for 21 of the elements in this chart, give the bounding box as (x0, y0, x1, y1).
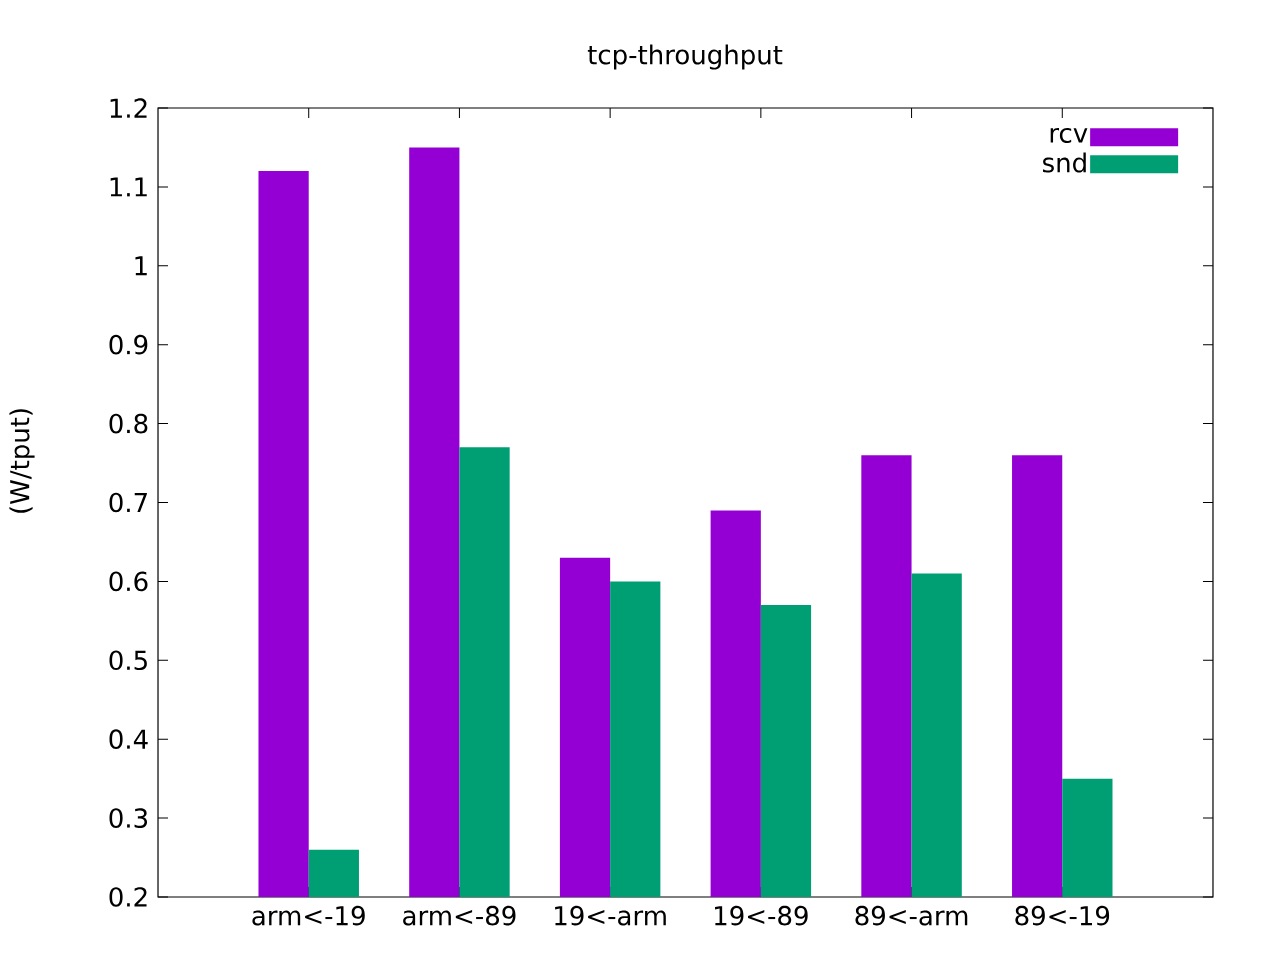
y-tick-label: 0.3 (109, 808, 148, 828)
legend-label: snd (1043, 152, 1086, 173)
y-tick-label: 0.5 (109, 650, 147, 671)
y-tick-label: 0.2 (109, 887, 147, 907)
y-tick-label: 1.2 (110, 98, 147, 118)
y-tick-label: 1 (135, 256, 147, 276)
legend-label: rcv (1050, 127, 1088, 143)
y-axis-title: (W/tput) (9, 409, 35, 513)
x-tick-label: 89<-arm (855, 905, 968, 926)
x-tick-label: 19<-89 (715, 905, 808, 926)
y-tick-label: 1.1 (110, 177, 147, 197)
chart-title: tcp-throughput (587, 44, 783, 70)
y-tick-label: 0.9 (109, 334, 148, 355)
y-tick-label: 0.7 (109, 492, 147, 513)
y-tick-label: 0.8 (109, 413, 148, 434)
x-tick-label: arm<-89 (403, 905, 516, 926)
x-tick-label: 19<-arm (555, 905, 666, 926)
x-tick-label: arm<-19 (252, 905, 365, 926)
y-tick-label: 0.4 (109, 729, 148, 750)
x-tick-label: 89<-19 (1015, 905, 1110, 926)
y-tick-label: 0.6 (109, 571, 148, 592)
